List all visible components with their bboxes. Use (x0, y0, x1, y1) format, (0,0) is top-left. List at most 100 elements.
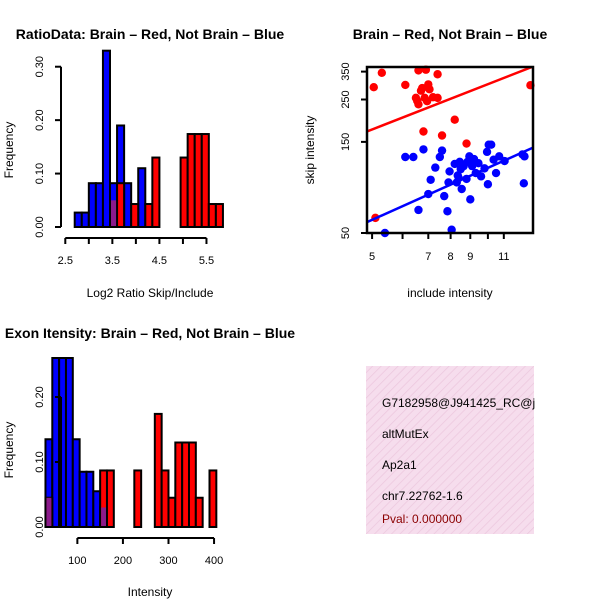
info-panel: G7182958@J941425_RC@j altMutEx Ap2a1 chr… (366, 366, 535, 534)
hist-bar-brain-9 (187, 441, 197, 528)
scatter-plot-area: 5 7 8 9 11 50 150 250 350 (340, 62, 535, 263)
scatter-point-brain-8 (425, 85, 434, 94)
hist-bar-not-brain-4 (101, 49, 112, 228)
scatter-point-not-brain-7 (431, 163, 440, 172)
y-tick-label-1: 0.10 (34, 451, 46, 472)
hist-bar-not-brain-1 (80, 211, 90, 228)
scatter-point-brain-18 (437, 131, 447, 140)
intensity-hist-xlabel: Intensity (128, 585, 173, 599)
scatter-x-tick-label-0: 5 (369, 251, 375, 263)
hist-bar-not-brain-7 (92, 490, 102, 528)
intensity-hist-title: Exon Itensity: Brain – Red, Not Brain – … (5, 325, 295, 341)
hist-bar-overlap-1 (101, 507, 106, 526)
hist-bar-overlap-0 (111, 200, 117, 226)
scatter-point-not-brain-29 (476, 172, 486, 181)
scatter-x-tick-label-3: 8 (448, 251, 454, 263)
scatter-y-tick-label-2: 250 (340, 90, 352, 108)
fit-line-not-brain (367, 146, 533, 224)
scatter-point-brain-19 (450, 115, 459, 124)
x-tick-label-3: 400 (205, 555, 223, 567)
scatter-y-tick-label-1: 150 (340, 133, 352, 151)
scatter-point-not-brain-24 (466, 195, 475, 204)
scatter-point-not-brain-36 (494, 152, 504, 161)
ratio-hist-ylabel: Frequency (2, 122, 16, 179)
hist-bar-brain-6 (193, 133, 203, 228)
hist-bar-brain-0 (116, 182, 126, 228)
hist-bar-brain-2 (105, 469, 115, 529)
y-tick-label-2: 0.20 (34, 386, 46, 407)
intensity-hist-ylabel: Frequency (2, 422, 16, 479)
y-tick-label-3: 0.30 (34, 56, 46, 77)
scatter-point-not-brain-10 (440, 191, 449, 201)
scatter-point-brain-2 (401, 80, 410, 90)
x-tick-label-2: 300 (159, 555, 177, 567)
scatter-point-not-brain-28 (474, 159, 483, 168)
scatter-y-tick-label-0: 50 (340, 227, 352, 239)
scatter-point-not-brain-2 (409, 152, 418, 162)
info-box-background (366, 366, 534, 534)
info-gene: Ap2a1 (382, 458, 417, 472)
hist-bar-not-brain-7 (123, 182, 133, 228)
scatter-point-brain-17 (419, 127, 428, 136)
scatter-ylabel: skip intensity (303, 116, 317, 185)
scatter-point-not-brain-9 (437, 146, 447, 155)
scatter-point-brain-3 (414, 66, 423, 75)
scatter-panel: Brain – Red, Not Brain – Blue 5 7 8 9 11 50 15… (303, 26, 547, 300)
scatter-point-brain-20 (462, 139, 471, 148)
scatter-x-tick-label-2: 7 (425, 251, 431, 263)
scatter-x-tick-label-4: 9 (467, 251, 473, 263)
scatter-point-not-brain-6 (426, 175, 435, 184)
hist-bar-brain-11 (208, 469, 218, 529)
hist-bar-not-brain-1 (51, 357, 61, 528)
x-tick-label-1: 200 (114, 555, 132, 567)
scatter-point-not-brain-19 (457, 184, 466, 194)
scatter-point-not-brain-25 (467, 161, 477, 171)
hist-bar-not-brain-2 (87, 182, 97, 228)
scatter-point-brain-1 (377, 68, 387, 78)
hist-bar-not-brain-5 (78, 470, 88, 528)
scatter-point-not-brain-41 (483, 180, 493, 189)
hist-bar-brain-7 (200, 133, 210, 228)
ratio-hist-xlabel: Log2 Ratio Skip/Include (87, 286, 214, 300)
scatter-point-not-brain-39 (519, 179, 529, 188)
info-pval: Pval: 0.000000 (382, 512, 462, 526)
hist-bar-not-brain-3 (64, 357, 74, 528)
hist-bar-brain-9 (214, 203, 224, 228)
x-tick-label-2: 3.5 (105, 255, 120, 267)
info-event-type: altMutEx (382, 427, 429, 441)
hist-bar-brain-4 (179, 156, 189, 229)
scatter-point-brain-10 (433, 70, 442, 79)
scatter-point-not-brain-12 (445, 167, 454, 176)
scatter-point-not-brain-11 (443, 207, 452, 216)
scatter-point-not-brain-31 (482, 147, 492, 157)
scatter-point-brain-0 (369, 83, 378, 92)
fit-line-brain (367, 67, 533, 133)
hist-bar-brain-4 (153, 412, 163, 528)
x-tick-label-4: 4.5 (152, 255, 167, 267)
x-tick-label-0: 100 (68, 555, 86, 567)
ratio-histogram: RatioData: Brain – Red, Not Brain – Blue… (2, 26, 284, 300)
scatter-title: Brain – Red, Not Brain – Blue (353, 26, 548, 42)
scatter-point-not-brain-8 (435, 152, 445, 162)
x-tick-label-6: 5.5 (199, 255, 214, 267)
hist-bar-not-brain-8 (137, 167, 147, 229)
hist-bar-brain-5 (160, 469, 170, 529)
hist-bar-brain-2 (144, 203, 154, 228)
hist-bar-brain-5 (186, 133, 196, 228)
scatter-point-brain-16 (433, 93, 442, 103)
hist-bar-overlap-0 (46, 497, 52, 526)
info-event-id: G7182958@J941425_RC@j (382, 396, 535, 410)
scatter-point-not-brain-4 (419, 145, 428, 154)
scatter-point-not-brain-3 (414, 205, 423, 215)
scatter-y-tick-label-3: 350 (340, 62, 352, 80)
hist-bar-brain-10 (194, 496, 204, 528)
ratio-hist-title: RatioData: Brain – Red, Not Brain – Blue (16, 26, 285, 42)
y-tick-label-2: 0.20 (34, 109, 46, 130)
hist-bar-not-brain-4 (71, 438, 81, 528)
hist-bar-brain-1 (130, 203, 140, 228)
scatter-x-tick-label-6: 11 (498, 251, 509, 263)
y-tick-label-0: 0.00 (34, 216, 46, 237)
scatter-point-not-brain-33 (486, 140, 496, 149)
intensity-histogram: Exon Itensity: Brain – Red, Not Brain – … (2, 325, 295, 599)
